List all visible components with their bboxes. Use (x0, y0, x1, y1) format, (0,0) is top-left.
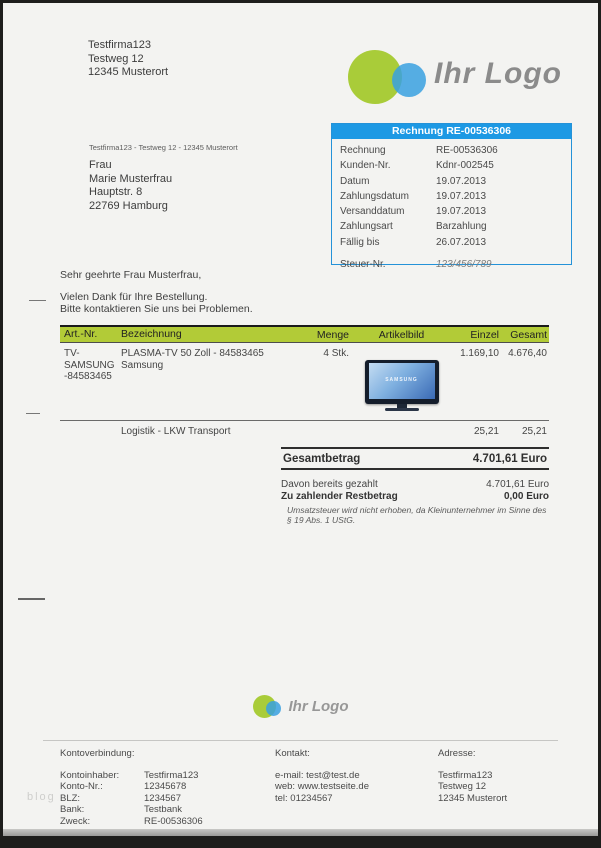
address-title: Adresse: (438, 748, 476, 759)
table-row: TV-SAMSUNG-84583465 PLASMA-TV 50 Zoll - … (60, 343, 549, 420)
item-total-price: 25,21 (521, 426, 547, 437)
grand-total-row: Gesamtbetrag 4.701,61 Euro (281, 449, 549, 468)
item-unit-price: 25,21 (473, 426, 499, 437)
tv-base (384, 408, 419, 411)
item-total-price: 4.676,40 (508, 348, 547, 359)
letter-body-line1: Vielen Dank für Ihre Bestellung. (60, 291, 208, 303)
footer-address-column: Adresse: Testfirma123 Testweg 12 12345 M… (438, 748, 507, 804)
paid-value: 4.701,61 Euro (486, 479, 549, 490)
watermark-text: blog (27, 791, 56, 803)
paid-row: Davon bereits gezahlt 4.701,61 Euro (281, 479, 549, 491)
bank-row-blz: BLZ: 1234567 (60, 792, 181, 804)
logo-blue-circle-icon (392, 63, 426, 97)
contact-phone: tel: 01234567 (275, 792, 333, 804)
sender-city: 12345 Musterort (88, 66, 169, 78)
grand-total-value: 4.701,61 Euro (472, 453, 547, 465)
logo-text: Ihr Logo (434, 57, 562, 90)
item-description: PLASMA-TV 50 Zoll - 84583465 Samsung (121, 348, 264, 371)
contact-web: web: www.testseite.de (275, 781, 369, 792)
logo-blue-circle-icon (265, 701, 281, 716)
info-row-customer-number: Kunden-Nr. Kdnr-002545 (340, 160, 494, 172)
totals-rule-top (281, 447, 549, 449)
fold-mark-top (29, 300, 46, 301)
footer-divider (43, 740, 558, 741)
address-city: 12345 Musterort (438, 792, 508, 804)
totals-sub-rows: Davon bereits gezahlt 4.701,61 Euro Zu z… (281, 479, 549, 525)
invoice-page: Testfirma123 Testweg 12 12345 Musterort … (3, 3, 598, 836)
item-quantity (291, 426, 349, 448)
recipient-city: 22769 Hamburg (89, 199, 168, 212)
invoice-info-title: Rechnung RE-00536306 (332, 124, 571, 139)
item-unit-price: 1.169,10 (460, 348, 499, 359)
info-row-payment-method: Zahlungsart Barzahlung (340, 221, 487, 233)
item-quantity: 4 Stk. (323, 348, 349, 359)
info-row-shipping-date: Versanddatum 19.07.2013 (340, 206, 487, 218)
recipient-name: Marie Musterfrau (89, 172, 173, 185)
company-logo: Ihr Logo (348, 47, 578, 107)
letter-body-line2: Bitte kontaktieren Sie uns bei Problemen… (60, 303, 253, 315)
tv-brand-label: SAMSUNG (385, 377, 418, 383)
bank-row-holder: Kontoinhaber: Testfirma123 (60, 769, 199, 781)
totals-rule-bottom (281, 468, 549, 470)
tax-exemption-note: Umsatzsteuer wird nicht erhoben, da Klei… (287, 505, 547, 525)
fold-mark-bottom (18, 598, 45, 600)
scan-bottom-edge (3, 829, 598, 836)
footer-logo: Ihr Logo (3, 691, 598, 721)
info-row-invoice-number: Rechnung RE-00536306 (340, 145, 498, 156)
letter-body: Vielen Dank für Ihre Bestellung. Bitte k… (60, 291, 253, 315)
due-value: 0,00 Euro (503, 490, 549, 502)
paid-label: Davon bereits gezahlt (281, 479, 378, 490)
address-street: Testweg 12 (438, 781, 487, 792)
footer-contact-column: Kontakt: e-mail: test@test.de web: www.t… (275, 748, 369, 804)
invoice-info-box: Rechnung RE-00536306 Rechnung RE-0053630… (331, 123, 572, 270)
contact-email: e-mail: test@test.de (275, 769, 360, 781)
header-einzel: Einzel (470, 328, 499, 341)
sender-street: Testweg 12 (88, 52, 144, 65)
items-table: Art.-Nr. Bezeichnung Menge Artikelbild E… (60, 325, 549, 448)
info-row-due-date: Fällig bis 26.07.2013 (340, 236, 487, 248)
due-label: Zu zahlender Restbetrag (281, 490, 398, 502)
item-image-cell: SAMSUNG (349, 348, 454, 420)
address-company: Testfirma123 (438, 769, 493, 781)
invoice-info-rows: Rechnung RE-00536306 Kunden-Nr. Kdnr-002… (332, 139, 571, 274)
bank-row-bank: Bank: Testbank (60, 804, 183, 815)
footer-logo-text: Ihr Logo (288, 697, 349, 715)
recipient-street: Hauptstr. 8 (89, 186, 143, 198)
header-artikelbild: Artikelbild (378, 328, 425, 341)
item-art-nr: TV-SAMSUNG-84583465 (64, 348, 115, 382)
item-art-nr (60, 426, 116, 448)
totals-section: Gesamtbetrag 4.701,61 Euro Davon bereits… (281, 447, 549, 525)
bank-row-account: Konto-Nr.: 12345678 (60, 781, 187, 792)
table-row: Logistik - LKW Transport 25,21 25,21 (60, 420, 549, 448)
sender-company: Testfirma123 (88, 39, 151, 51)
tv-screen: SAMSUNG (368, 363, 435, 399)
punch-mark (26, 413, 40, 414)
sender-block: Testfirma123 Testweg 12 12345 Musterort (88, 39, 168, 80)
header-gesamt: Gesamt (510, 328, 547, 341)
return-address-line: Testfirma123 - Testweg 12 - 12345 Muster… (89, 143, 238, 152)
grand-total-label: Gesamtbetrag (283, 453, 361, 465)
tv-stand (396, 404, 407, 408)
contact-title: Kontakt: (275, 748, 310, 759)
footer-bank-column: Kontoverbindung: Kontoinhaber: Testfirma… (60, 748, 203, 827)
recipient-block: Frau Marie Musterfrau Hauptstr. 8 22769 … (89, 159, 172, 213)
info-row-tax-number: Steuer-Nr. 123/456/789 (340, 259, 492, 271)
bank-row-reference: Zweck: RE-00536306 (60, 815, 203, 827)
item-image-cell (349, 426, 454, 448)
item-description: Logistik - LKW Transport (121, 426, 231, 437)
header-art-nr: Art.-Nr. (64, 327, 98, 340)
due-row: Zu zahlender Restbetrag 0,00 Euro (281, 491, 549, 503)
info-row-date: Datum 19.07.2013 (340, 175, 487, 187)
bank-title: Kontoverbindung: (60, 748, 135, 759)
info-row-payment-date: Zahlungsdatum 19.07.2013 (340, 190, 487, 202)
letter-salutation: Sehr geehrte Frau Musterfrau, (60, 269, 202, 281)
tv-product-image: SAMSUNG (364, 360, 439, 412)
header-menge: Menge (316, 328, 349, 341)
header-bezeichnung: Bezeichnung (121, 327, 182, 340)
items-table-header: Art.-Nr. Bezeichnung Menge Artikelbild E… (60, 325, 549, 343)
recipient-salutation: Frau (89, 159, 112, 171)
